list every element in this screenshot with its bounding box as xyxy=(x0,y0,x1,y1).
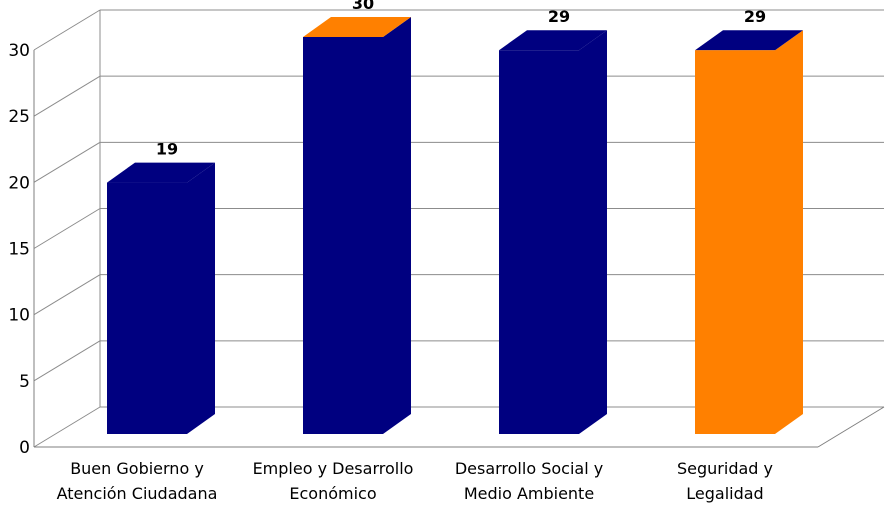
bar xyxy=(303,17,411,434)
category-label: Buen Gobierno y Atención Ciudadana xyxy=(57,459,218,503)
y-tick-labels: 0 5 10 15 20 25 30 xyxy=(8,41,30,458)
bar-front xyxy=(303,37,383,434)
bar xyxy=(499,30,607,434)
bar-side xyxy=(187,162,215,435)
bar xyxy=(107,162,215,435)
category-labels: Buen Gobierno y Atención Ciudadana Empleo … xyxy=(57,459,773,503)
gridlines xyxy=(33,9,884,448)
category-label-line: Buen Gobierno y xyxy=(70,459,204,478)
data-labels: 19 30 29 29 xyxy=(156,0,766,159)
bar-side xyxy=(775,30,803,434)
gridline-side xyxy=(33,274,101,316)
category-label-line: Seguridad y xyxy=(677,459,773,478)
y-tick-label: 20 xyxy=(8,173,30,193)
category-label-line: Legalidad xyxy=(686,484,763,503)
category-label-line: Medio Ambiente xyxy=(464,484,594,503)
data-label: 29 xyxy=(744,7,766,26)
gridline-side xyxy=(33,406,101,448)
bar-top xyxy=(695,30,803,51)
y-tick-label: 0 xyxy=(19,438,30,458)
category-label-line: Desarrollo Social y xyxy=(455,459,603,478)
axes xyxy=(33,10,885,448)
y-tick-label: 25 xyxy=(8,107,30,127)
gridline-side xyxy=(33,208,101,249)
gridline-side xyxy=(33,9,101,51)
bars xyxy=(107,17,803,435)
data-label: 30 xyxy=(352,0,374,13)
y-tick-label: 30 xyxy=(8,41,30,61)
bar xyxy=(695,30,803,434)
category-label: Desarrollo Social y Medio Ambiente xyxy=(455,459,603,503)
bar-side xyxy=(383,17,411,434)
category-label-line: Empleo y Desarrollo xyxy=(253,459,414,478)
bar-top xyxy=(303,17,411,37)
bar-front xyxy=(695,50,775,434)
bar-front xyxy=(107,182,187,434)
category-label-line: Atención Ciudadana xyxy=(57,484,218,503)
y-tick-label: 10 xyxy=(8,306,30,326)
bar-top xyxy=(499,30,607,51)
y-tick-label: 15 xyxy=(8,240,30,260)
y-tick-label: 5 xyxy=(19,372,30,392)
data-label: 29 xyxy=(548,7,570,26)
bar-front xyxy=(499,50,579,434)
gridline-side xyxy=(33,340,101,382)
data-label: 19 xyxy=(156,140,178,159)
bar-top xyxy=(107,162,215,183)
category-label: Empleo y Desarrollo Económico xyxy=(253,459,414,503)
gridline-side xyxy=(33,75,101,117)
floor-edge xyxy=(817,406,885,448)
bar-side xyxy=(579,30,607,434)
category-label-line: Económico xyxy=(289,484,376,503)
gridline-side xyxy=(33,141,101,183)
category-label: Seguridad y Legalidad xyxy=(677,459,773,503)
